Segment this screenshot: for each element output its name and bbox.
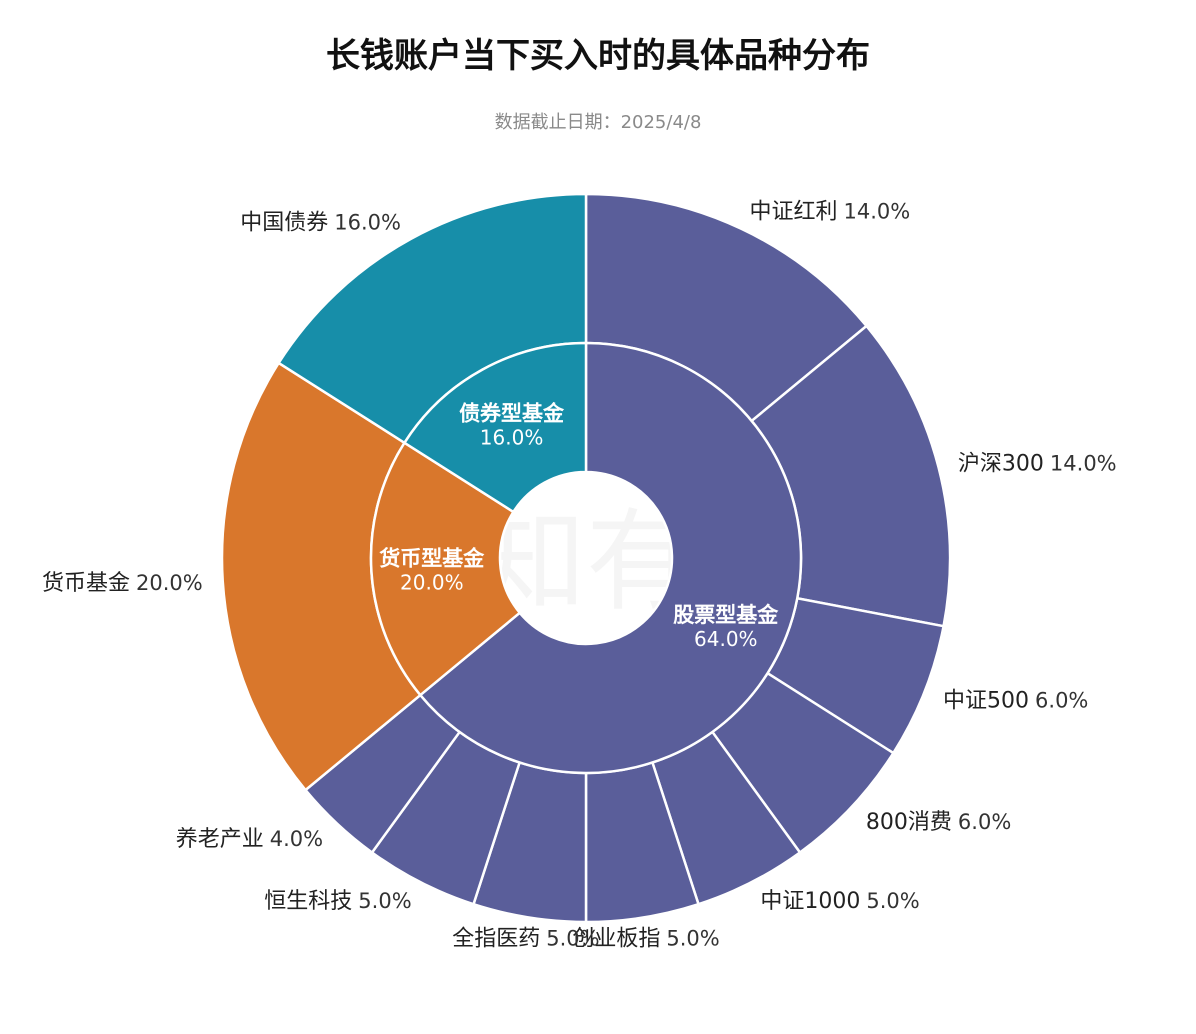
outer-label-name: 货币基金 <box>42 571 130 596</box>
outer-label-name: 沪深300 <box>958 452 1044 477</box>
outer-label-1: 沪深300 14.0% <box>958 452 1117 477</box>
outer-label-name: 中证1000 <box>760 889 860 914</box>
inner-label-value-0: 64.0% <box>694 627 758 651</box>
outer-label-name: 恒生科技 <box>264 889 352 914</box>
outer-label-value: 14.0% <box>1050 452 1117 476</box>
inner-slice-1 <box>369 441 522 697</box>
outer-label-value: 6.0% <box>1035 688 1088 712</box>
outer-label-name: 中证500 <box>943 688 1029 713</box>
outer-label-5: 创业板指 5.0% <box>572 926 719 951</box>
outer-label-name: 创业板指 <box>572 926 660 951</box>
outer-label-name: 中证红利 <box>749 200 837 225</box>
outer-label-7: 恒生科技 5.0% <box>264 889 411 914</box>
outer-label-8: 养老产业 4.0% <box>176 827 323 852</box>
outer-label-name: 养老产业 <box>176 827 264 852</box>
inner-label-name-0: 股票型基金 <box>673 603 779 627</box>
inner-ring <box>369 341 803 775</box>
outer-label-name: 中国债券 <box>240 210 328 235</box>
outer-label-10: 中国债券 16.0% <box>240 210 401 235</box>
outer-label-3: 800消费 6.0% <box>866 810 1011 835</box>
outer-label-value: 16.0% <box>334 210 401 234</box>
outer-labels: 中证红利 14.0%沪深300 14.0%中证500 6.0%800消费 6.0%中证1… <box>42 200 1117 952</box>
outer-label-name: 全指医药 <box>452 926 540 951</box>
outer-label-value: 14.0% <box>844 200 911 224</box>
outer-label-value: 5.0% <box>546 926 599 950</box>
outer-label-value: 20.0% <box>136 571 203 595</box>
outer-label-value: 5.0% <box>866 889 919 913</box>
inner-slice-2 <box>402 341 588 514</box>
inner-label-name-2: 债券型基金 <box>459 402 565 426</box>
outer-label-6: 全指医药 5.0% <box>452 926 599 951</box>
outer-label-name: 800消费 <box>866 810 952 835</box>
outer-label-2: 中证500 6.0% <box>943 688 1088 713</box>
outer-label-value: 5.0% <box>358 889 411 913</box>
outer-label-value: 4.0% <box>270 827 323 851</box>
outer-label-4: 中证1000 5.0% <box>760 889 919 914</box>
outer-label-value: 5.0% <box>666 926 719 950</box>
outer-label-9: 货币基金 20.0% <box>42 571 203 596</box>
outer-label-value: 6.0% <box>958 810 1011 834</box>
inner-slice-0 <box>418 341 803 775</box>
inner-label-name-1: 货币型基金 <box>379 547 485 571</box>
chart-subtitle: 数据截止日期：2025/4/8 <box>494 112 702 133</box>
outer-label-0: 中证红利 14.0% <box>749 200 910 225</box>
inner-label-value-2: 16.0% <box>480 426 544 450</box>
chart-title: 长钱账户当下买入时的具体品种分布 <box>326 36 870 76</box>
inner-label-value-1: 20.0% <box>400 571 464 595</box>
